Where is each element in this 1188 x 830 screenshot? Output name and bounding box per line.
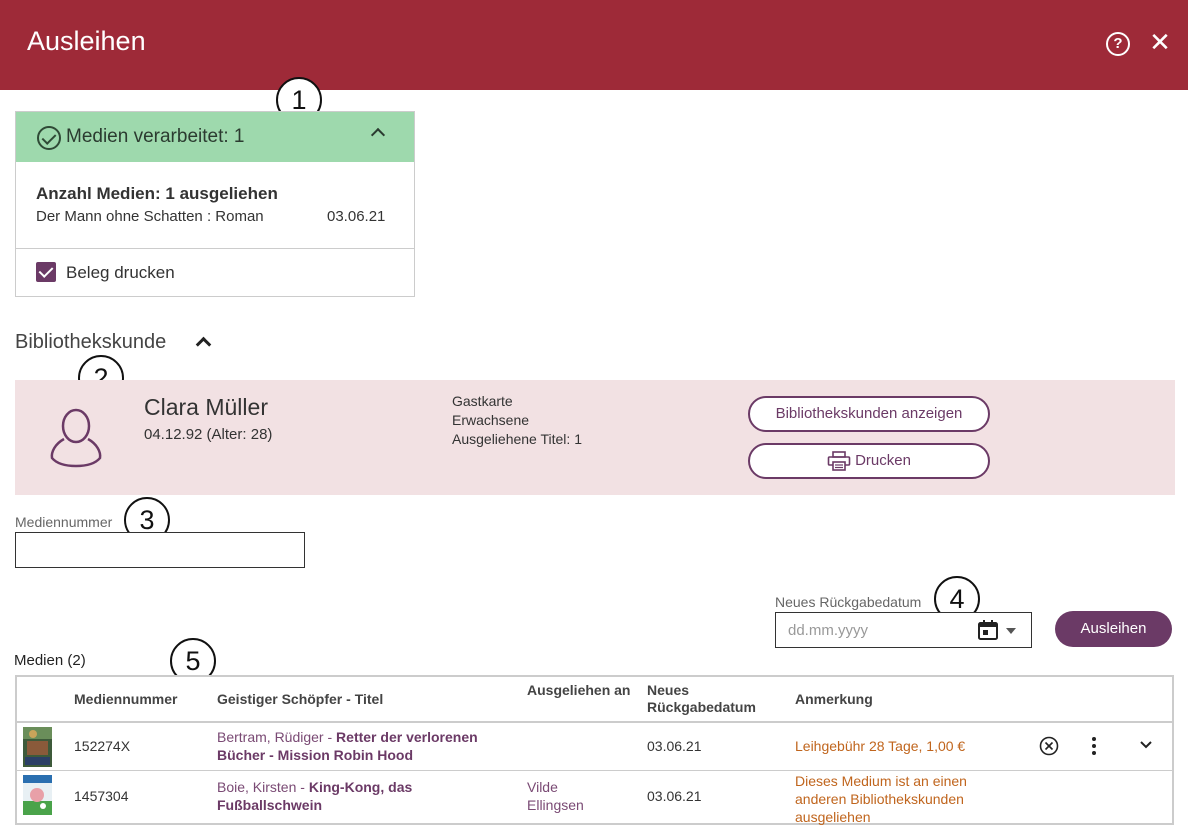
chevron-down-icon[interactable] bbox=[1139, 740, 1153, 750]
author-name: Bertram, Rüdiger bbox=[217, 729, 324, 745]
dialog-title: Ausleihen bbox=[27, 26, 146, 56]
author-title[interactable]: Bertram, Rüdiger - Retter der verlorenen… bbox=[217, 728, 507, 764]
media-number: 152274X bbox=[74, 738, 131, 754]
table-row[interactable]: 152274X Bertram, Rüdiger - Retter der ve… bbox=[17, 721, 1172, 769]
note: Leihgebühr 28 Tage, 1,00 € bbox=[795, 738, 966, 754]
chevron-up-icon[interactable] bbox=[370, 127, 386, 143]
user-avatar-icon bbox=[50, 408, 102, 468]
print-receipt-label: Beleg drucken bbox=[66, 263, 175, 282]
column-header: Mediennummer bbox=[74, 691, 178, 707]
return-date-label: Neues Rückgabedatum bbox=[775, 594, 922, 610]
divider bbox=[16, 248, 414, 249]
media-number: 1457304 bbox=[74, 788, 129, 804]
author-name: Boie, Kirsten bbox=[217, 779, 297, 795]
customer-dob: 04.12.92 (Alter: 28) bbox=[144, 426, 273, 443]
media-title: King-Kong, das Fußballschwein bbox=[217, 779, 413, 813]
processed-item-title: Der Mann ohne Schatten : Roman bbox=[36, 208, 264, 225]
more-vertical-icon[interactable] bbox=[1091, 736, 1097, 756]
return-date: 03.06.21 bbox=[647, 738, 702, 754]
book-cover-image bbox=[23, 727, 52, 767]
media-title: Retter der verlorenen Bücher - Mission R… bbox=[217, 729, 478, 763]
customer-section-title: Bibliothekskunde bbox=[15, 331, 167, 353]
author-title[interactable]: Boie, Kirsten - King-Kong, das Fußballsc… bbox=[217, 778, 507, 814]
print-customer-label: Drucken bbox=[855, 452, 911, 469]
close-icon[interactable]: ✕ bbox=[1149, 27, 1171, 57]
media-number-label: Mediennummer bbox=[15, 514, 113, 530]
print-customer-button[interactable]: Drucken bbox=[748, 443, 990, 479]
dialog-header: Ausleihen ? ✕ bbox=[0, 0, 1188, 90]
print-receipt-checkbox[interactable] bbox=[36, 262, 56, 282]
processed-media-card: Medien verarbeitet: 1 Anzahl Medien: 1 a… bbox=[15, 111, 415, 297]
author-title-separator: - bbox=[296, 779, 309, 795]
return-date-input[interactable]: dd.mm.yyyy bbox=[775, 612, 1032, 648]
chevron-up-icon[interactable] bbox=[195, 336, 212, 353]
return-date: 03.06.21 bbox=[647, 788, 702, 804]
media-number-input[interactable] bbox=[15, 532, 305, 568]
table-row[interactable]: 1457304 Boie, Kirsten - King-Kong, das F… bbox=[17, 770, 1172, 825]
processed-count: Anzahl Medien: 1 ausgeliehen bbox=[36, 184, 278, 203]
customer-borrowed-count: Ausgeliehene Titel: 1 bbox=[452, 431, 582, 447]
show-customer-button[interactable]: Bibliothekskunden anzeigen bbox=[748, 396, 990, 432]
lend-button[interactable]: Ausleihen bbox=[1055, 611, 1172, 647]
author-title-separator: - bbox=[323, 729, 337, 745]
chevron-down-icon[interactable] bbox=[1006, 628, 1016, 634]
printer-icon bbox=[827, 451, 851, 471]
column-header: Geistiger Schöpfer - Titel bbox=[217, 691, 384, 707]
lent-to[interactable]: Vilde Ellingsen bbox=[527, 779, 584, 813]
customer-card-type: Gastkarte bbox=[452, 393, 513, 409]
return-date-placeholder: dd.mm.yyyy bbox=[788, 622, 869, 639]
column-header: Neues Rückgabedatum bbox=[647, 682, 756, 715]
customer-panel: Clara Müller 04.12.92 (Alter: 28) Gastka… bbox=[15, 380, 1175, 495]
column-header: Anmerkung bbox=[795, 691, 873, 707]
help-icon[interactable]: ? bbox=[1106, 32, 1130, 56]
calendar-icon[interactable] bbox=[977, 619, 999, 641]
customer-group: Erwachsene bbox=[452, 412, 530, 428]
book-cover-image bbox=[23, 775, 52, 815]
remove-circle-icon[interactable] bbox=[1039, 736, 1059, 756]
column-header: Ausgeliehen an bbox=[527, 682, 631, 698]
check-circle-icon bbox=[37, 126, 61, 150]
customer-name: Clara Müller bbox=[144, 394, 268, 420]
note: Dieses Medium ist an einen anderen Bibli… bbox=[795, 773, 967, 825]
processed-item-date: 03.06.21 bbox=[327, 208, 386, 225]
media-table: Mediennummer Geistiger Schöpfer - Titel … bbox=[15, 675, 1174, 825]
processed-media-header: Medien verarbeitet: 1 bbox=[16, 112, 414, 162]
media-table-title: Medien (2) bbox=[14, 652, 86, 669]
processed-media-heading: Medien verarbeitet: 1 bbox=[66, 126, 245, 147]
